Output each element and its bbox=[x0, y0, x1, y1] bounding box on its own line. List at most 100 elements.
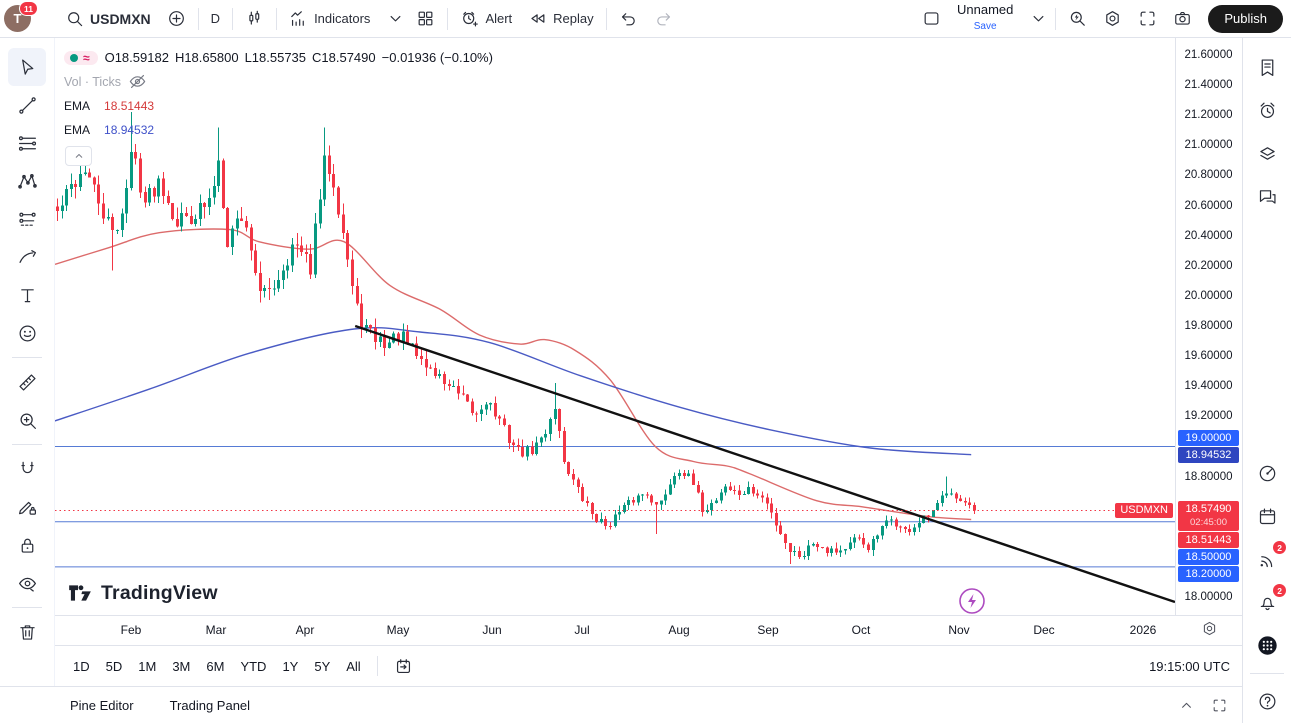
tool-eye[interactable] bbox=[8, 564, 46, 602]
grid-layout-button[interactable] bbox=[408, 3, 443, 35]
layout-menu-button[interactable] bbox=[1021, 3, 1051, 35]
clock-utc[interactable]: 19:15:00 UTC bbox=[1149, 658, 1230, 674]
tool-zoom-in[interactable] bbox=[8, 401, 46, 439]
layout-icon bbox=[922, 9, 941, 28]
undo-button[interactable] bbox=[611, 3, 646, 35]
settings-button[interactable] bbox=[1095, 3, 1130, 35]
divider bbox=[447, 7, 449, 30]
tool-draw-lock[interactable] bbox=[8, 488, 46, 526]
ema-legend-row-1[interactable]: EMA 18.51443 bbox=[64, 97, 499, 114]
eye-icon bbox=[17, 573, 38, 594]
save-link[interactable]: Save bbox=[973, 21, 997, 33]
alert-label: Alert bbox=[485, 11, 513, 26]
price-tick: 21.00000 bbox=[1184, 139, 1233, 151]
sidebar-signal-button[interactable]: 2 bbox=[1247, 538, 1287, 581]
draw-lock-icon bbox=[17, 497, 38, 518]
layout-button[interactable] bbox=[914, 3, 949, 35]
go-to-date-button[interactable] bbox=[386, 652, 421, 681]
range-5d-button[interactable]: 5D bbox=[98, 654, 131, 679]
tool-magnet[interactable] bbox=[8, 450, 46, 488]
compare-add-symbol-button[interactable] bbox=[159, 3, 194, 35]
publish-button[interactable]: Publish bbox=[1208, 4, 1283, 33]
time-axis-settings-gear-icon[interactable] bbox=[1201, 620, 1218, 637]
tool-ruler[interactable] bbox=[8, 363, 46, 401]
range-1y-button[interactable]: 1Y bbox=[274, 654, 306, 679]
volume-legend-row[interactable]: Vol · Ticks bbox=[64, 73, 499, 90]
signal-badge: 2 bbox=[1273, 541, 1286, 554]
time-tick-sep: Sep bbox=[757, 623, 779, 637]
tool-fib-retracement[interactable] bbox=[8, 124, 46, 162]
main-content: ≈ O18.59182 H18.65800 L18.55735 C18.57490 −0… bbox=[0, 38, 1291, 723]
price-axis[interactable]: 21.60000 21.40000 21.20000 21.00000 20.80000… bbox=[1175, 38, 1241, 615]
sidebar-target-button[interactable] bbox=[1247, 452, 1287, 495]
range-6m-button[interactable]: 6M bbox=[198, 654, 232, 679]
line-price-label: 19.00000 bbox=[1178, 430, 1239, 446]
ema-legend-row-2[interactable]: EMA 18.94532 bbox=[64, 121, 499, 138]
divider bbox=[12, 444, 42, 445]
indicator-templates-button[interactable] bbox=[378, 3, 408, 35]
time-tick-apr: Apr bbox=[295, 623, 315, 637]
sidebar-bell-button[interactable]: 2 bbox=[1247, 581, 1287, 624]
tool-cursor[interactable] bbox=[8, 48, 46, 86]
chart-style-button[interactable] bbox=[237, 3, 272, 35]
divider bbox=[12, 357, 42, 358]
legend-collapse-button[interactable] bbox=[65, 146, 92, 166]
sidebar-watchlist-button[interactable] bbox=[1247, 46, 1287, 89]
sidebar-apps-button[interactable] bbox=[1247, 624, 1287, 667]
interval-button[interactable]: D bbox=[203, 3, 228, 35]
top-toolbar: T 11 USDMXN D Indicators Alert Replay bbox=[0, 0, 1291, 38]
plus-circle-icon bbox=[167, 9, 186, 28]
watermark-text: TradingView bbox=[101, 581, 218, 604]
tool-trash[interactable] bbox=[8, 613, 46, 651]
open-panel-chevron-icon[interactable] bbox=[1178, 697, 1195, 714]
alert-button[interactable]: Alert bbox=[452, 3, 520, 35]
time-tick-dec: Dec bbox=[1033, 623, 1055, 637]
user-avatar[interactable]: T 11 bbox=[4, 1, 38, 32]
sidebar-alarm-button[interactable] bbox=[1247, 89, 1287, 132]
price-chart[interactable] bbox=[55, 38, 1175, 615]
tool-emoji[interactable] bbox=[8, 314, 46, 352]
time-tick-feb: Feb bbox=[120, 623, 142, 637]
symbol-legend-row[interactable]: ≈ O18.59182 H18.65800 L18.55735 C18.57490 −0… bbox=[64, 49, 499, 66]
range-1d-button[interactable]: 1D bbox=[65, 654, 98, 679]
tab-trading-panel[interactable]: Trading Panel bbox=[169, 697, 251, 713]
sidebar-help-button[interactable] bbox=[1247, 680, 1287, 723]
ema-price-label: 18.51443 bbox=[1178, 532, 1239, 548]
time-axis[interactable]: Feb Mar Apr May Jun Jul Aug Sep Oct Nov Dec 2026 bbox=[55, 615, 1242, 645]
tool-lock[interactable] bbox=[8, 526, 46, 564]
range-1m-button[interactable]: 1M bbox=[130, 654, 164, 679]
symbol-search-button[interactable]: USDMXN bbox=[57, 3, 159, 35]
sidebar-layers-button[interactable] bbox=[1247, 132, 1287, 175]
sidebar-chat-button[interactable] bbox=[1247, 175, 1287, 218]
redo-button[interactable] bbox=[646, 3, 681, 35]
range-5y-button[interactable]: 5Y bbox=[306, 654, 338, 679]
tool-xabcd-pattern[interactable] bbox=[8, 162, 46, 200]
fullscreen-button[interactable] bbox=[1130, 3, 1165, 35]
ema-value: 18.94532 bbox=[104, 122, 155, 137]
label-price: 18.57490 bbox=[1185, 503, 1232, 515]
quick-search-button[interactable] bbox=[1060, 3, 1095, 35]
range-ytd-button[interactable]: YTD bbox=[232, 654, 274, 679]
hidden-eye-icon[interactable] bbox=[128, 72, 146, 91]
chart-region: ≈ O18.59182 H18.65800 L18.55735 C18.57490 −0… bbox=[0, 38, 1242, 686]
tool-trend-line[interactable] bbox=[8, 86, 46, 124]
tab-pine-editor[interactable]: Pine Editor bbox=[70, 697, 134, 713]
save-layout-button[interactable]: Unnamed Save bbox=[949, 1, 1021, 35]
chart-canvas-area[interactable]: ≈ O18.59182 H18.65800 L18.55735 C18.57490 −0… bbox=[55, 38, 1175, 615]
sidebar-calendar-button[interactable] bbox=[1247, 495, 1287, 538]
maximize-panel-icon[interactable] bbox=[1211, 697, 1228, 714]
divider bbox=[276, 7, 278, 30]
indicators-button[interactable]: Indicators bbox=[281, 3, 378, 35]
layout-name: Unnamed bbox=[956, 1, 1014, 17]
trend-line-icon bbox=[17, 95, 38, 116]
tool-brush[interactable] bbox=[8, 238, 46, 276]
tool-text[interactable] bbox=[8, 276, 46, 314]
replay-button[interactable]: Replay bbox=[520, 3, 601, 35]
tool-projection[interactable] bbox=[8, 200, 46, 238]
range-all-button[interactable]: All bbox=[338, 654, 368, 679]
replay-icon bbox=[528, 9, 547, 28]
range-3m-button[interactable]: 3M bbox=[164, 654, 198, 679]
snapshot-button[interactable] bbox=[1165, 3, 1200, 35]
bell-icon bbox=[1257, 592, 1278, 613]
